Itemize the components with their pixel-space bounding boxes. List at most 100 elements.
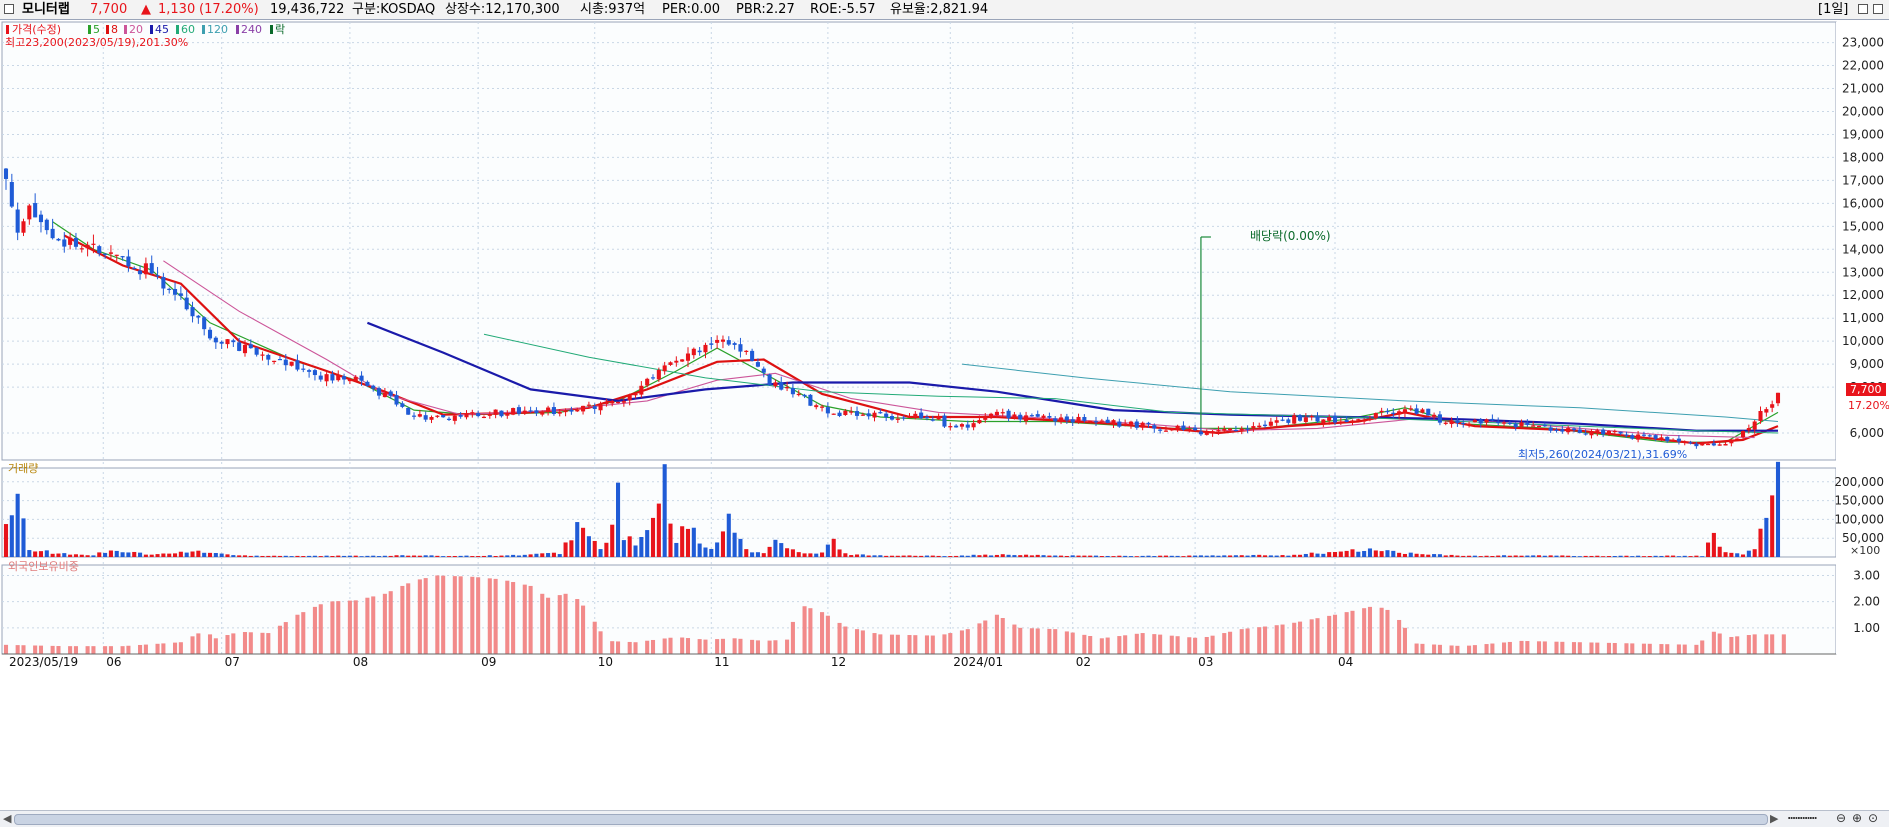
- volume-bar: [936, 555, 941, 557]
- volume-bar: [44, 550, 49, 557]
- zoom-slider-icon[interactable]: ┅┅┅┅: [1788, 811, 1817, 825]
- foreign-bar: [820, 612, 825, 654]
- candle-body: [266, 354, 271, 360]
- volume-bar: [38, 551, 44, 557]
- foreign-bar: [522, 584, 527, 654]
- volume-panel: [1, 467, 1837, 558]
- foreign-bar: [330, 601, 335, 654]
- scroll-left-icon[interactable]: ◀: [3, 812, 12, 825]
- volume-bar: [750, 552, 755, 557]
- volume-bar: [470, 556, 475, 557]
- candle-body: [68, 237, 73, 245]
- volume-bar: [1315, 553, 1320, 557]
- zoom-reset-icon[interactable]: ⊙: [1868, 811, 1879, 825]
- volume-bar: [353, 555, 358, 557]
- zoom-in-icon[interactable]: ⊕: [1852, 811, 1863, 825]
- candle-body: [715, 339, 720, 343]
- volume-bar: [610, 524, 615, 557]
- candle-body: [1577, 429, 1582, 433]
- scroll-right-icon[interactable]: ▶: [1770, 812, 1779, 825]
- foreign-bar: [615, 641, 621, 654]
- candle-body: [1490, 418, 1495, 421]
- candle-body: [1426, 408, 1431, 416]
- volume-bar: [1070, 555, 1075, 557]
- candle-body: [1472, 419, 1477, 423]
- volume-bar: [907, 555, 912, 557]
- roe-value: ROE:-5.57: [810, 2, 876, 17]
- foreign-bar: [1315, 618, 1320, 654]
- candle-body: [3, 168, 9, 179]
- volume-bar: [68, 554, 73, 557]
- zoom-out-icon[interactable]: ⊖: [1836, 811, 1847, 825]
- foreign-bar: [907, 635, 912, 654]
- volume-bar: [1746, 550, 1751, 557]
- volume-bar: [1356, 551, 1361, 557]
- foreign-bar: [930, 635, 935, 654]
- volume-bar: [476, 556, 481, 557]
- volume-bar: [248, 555, 253, 557]
- volume-bar: [1472, 555, 1477, 557]
- candle-body: [178, 293, 183, 296]
- stock-chart[interactable]: 23,000 22,000 21,000 20,000 19,000 18,000 17,0…: [0, 20, 1889, 810]
- scroll-thumb[interactable]: [14, 814, 1768, 825]
- candle-body: [62, 239, 67, 247]
- volume-bar: [1641, 556, 1646, 557]
- volume-bar: [1449, 554, 1454, 557]
- foreign-bar: [1152, 634, 1157, 654]
- volume-bar: [1309, 552, 1314, 557]
- foreign-bar: [1770, 634, 1775, 654]
- volume-bar: [330, 555, 335, 557]
- volume-bar: [318, 556, 323, 557]
- volume-bar: [755, 552, 760, 557]
- candle-body: [423, 415, 428, 420]
- last-price-tag: 7,700: [1850, 383, 1882, 396]
- candle-body: [138, 270, 143, 275]
- ma-legend-label: 5: [93, 23, 100, 36]
- candle-body: [1536, 425, 1542, 428]
- candle-body: [1134, 421, 1139, 428]
- candle-body: [1746, 428, 1751, 431]
- foreign-bar: [662, 638, 667, 654]
- price-axis-tick: 10,000: [1842, 334, 1884, 348]
- candle-body: [353, 376, 358, 381]
- foreign-bar: [895, 634, 900, 654]
- volume-bar: [604, 542, 609, 557]
- volume-bar: [1723, 552, 1728, 557]
- candle-body: [202, 317, 207, 330]
- volume-bar: [680, 526, 685, 557]
- volume-bar: [761, 553, 766, 557]
- candle-body: [1198, 431, 1203, 435]
- foreign-bar: [1455, 645, 1460, 654]
- price-axis-tick: 14,000: [1842, 242, 1884, 256]
- volume-bar: [633, 545, 638, 557]
- foreign-bar: [1641, 643, 1646, 654]
- foreign-bar: [1029, 628, 1034, 654]
- foreign-bar: [633, 642, 638, 654]
- current-price: 7,700: [90, 2, 128, 17]
- checkbox-icon[interactable]: [4, 4, 14, 14]
- candle-body: [207, 329, 213, 339]
- volume-bar: [1018, 555, 1023, 557]
- candle-body: [1064, 416, 1069, 421]
- candle-body: [1163, 430, 1169, 432]
- foreign-bar: [650, 639, 656, 654]
- ma-legend-swatch: [106, 25, 109, 34]
- candle-body: [1391, 412, 1396, 414]
- ma-legend-label: 8: [111, 23, 118, 36]
- candle-body: [225, 339, 230, 345]
- foreign-bar: [750, 639, 755, 654]
- candle-body: [1274, 420, 1279, 423]
- candle-body: [91, 243, 96, 245]
- volume-bar: [342, 555, 347, 557]
- volume-bar: [1490, 555, 1495, 557]
- volume-bar: [1775, 461, 1781, 557]
- volume-bar: [528, 554, 533, 557]
- volume-bar: [1612, 556, 1617, 557]
- restore-icon[interactable]: [1858, 4, 1868, 14]
- period-selector[interactable]: [1일]: [1818, 2, 1849, 17]
- candle-body: [56, 238, 61, 241]
- horizontal-scrollbar[interactable]: ◀ ▶ ┅┅┅┅ ⊖ ⊕ ⊙: [0, 810, 1889, 827]
- foreign-axis-tick: 1.00: [1853, 621, 1880, 635]
- volume-bar: [1618, 555, 1623, 557]
- close-icon[interactable]: [1873, 4, 1883, 14]
